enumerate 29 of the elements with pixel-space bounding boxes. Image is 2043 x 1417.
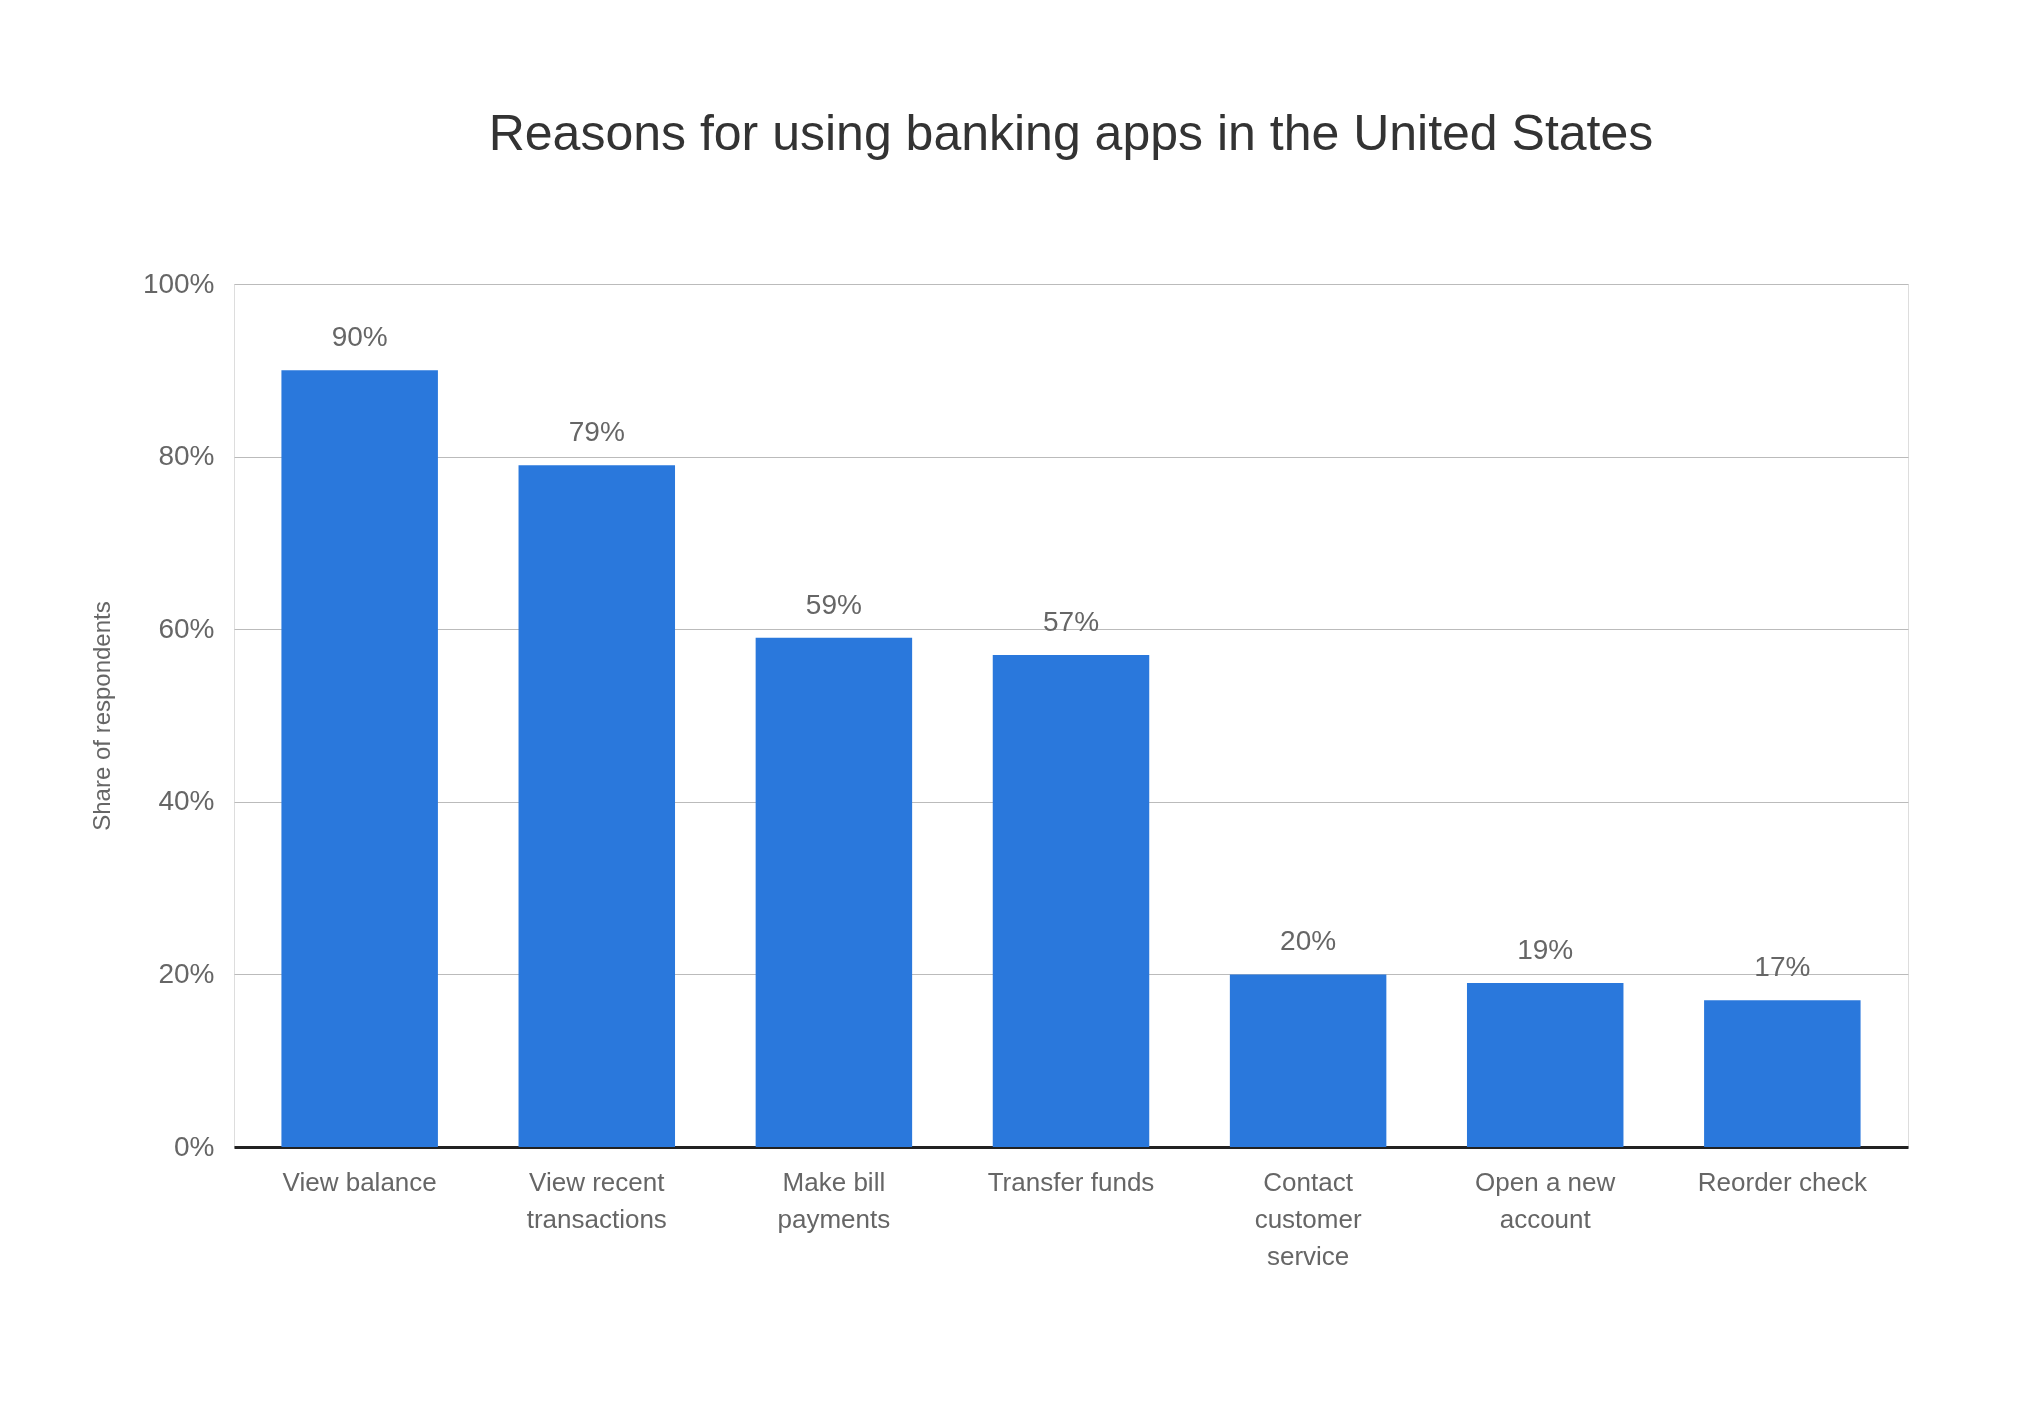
bar: [755, 637, 913, 1147]
bar: [518, 465, 676, 1147]
data-label: 20%: [1280, 925, 1337, 957]
y-tick-label: 100%: [142, 267, 215, 299]
bar: [992, 655, 1150, 1147]
y-tick-label: 20%: [158, 957, 215, 989]
x-tick-label: Make bill payments: [777, 1166, 891, 1234]
data-label: 17%: [1754, 951, 1811, 983]
data-label: 90%: [331, 321, 388, 353]
bar: [281, 370, 438, 1147]
data-label: 59%: [805, 588, 862, 620]
bar: [1704, 1000, 1861, 1147]
x-tick-label: View recent transactions: [526, 1166, 667, 1234]
x-tick-label: Contact customer service: [1254, 1166, 1362, 1271]
y-tick-label: 60%: [158, 612, 215, 644]
x-tick-label: Reorder check: [1697, 1166, 1868, 1197]
data-label: 19%: [1517, 934, 1574, 966]
x-tick-label: Open a new account: [1475, 1166, 1616, 1234]
x-tick-label: Transfer funds: [987, 1166, 1155, 1197]
data-label: 57%: [1042, 606, 1100, 638]
y-tick-label: 40%: [158, 785, 215, 817]
y-tick-label: 80%: [158, 440, 215, 472]
y-tick-label: 0%: [174, 1130, 215, 1162]
chart-title: Reasons for using banking apps in the United States: [488, 105, 1654, 161]
x-tick-label: View balance: [282, 1166, 437, 1197]
y-axis-title: Share of respondents: [87, 601, 115, 831]
bar: [1466, 983, 1624, 1147]
data-label: 79%: [568, 416, 625, 448]
bar: [1229, 974, 1387, 1147]
